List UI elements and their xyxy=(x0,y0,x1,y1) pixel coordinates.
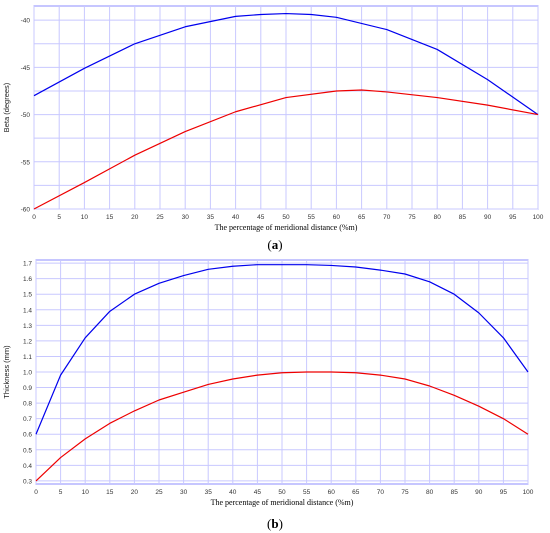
y-tick-label: -60 xyxy=(21,207,31,214)
x-tick-label: 35 xyxy=(207,214,215,221)
x-tick-label: 85 xyxy=(459,214,467,221)
x-tick-label: 15 xyxy=(106,214,114,221)
x-tick-label: 20 xyxy=(131,489,139,496)
x-tick-label: 75 xyxy=(408,214,416,221)
x-tick-label: 50 xyxy=(282,214,290,221)
x-tick-label: 35 xyxy=(205,489,213,496)
x-tick-label: 65 xyxy=(358,214,366,221)
x-tick-label: 40 xyxy=(232,214,240,221)
x-tick-label: 70 xyxy=(377,489,385,496)
y-tick-label: 0.7 xyxy=(23,416,32,423)
y-tick-label: 1.4 xyxy=(23,307,32,314)
x-tick-label: 100 xyxy=(523,489,534,496)
x-tick-label: 80 xyxy=(434,214,442,221)
x-tick-label: 55 xyxy=(308,214,316,221)
x-tick-label: 90 xyxy=(484,214,492,221)
y-tick-label: 0.3 xyxy=(23,478,32,485)
y-tick-label: 1.2 xyxy=(23,338,32,345)
y-tick-label: 1.7 xyxy=(23,261,32,268)
y-tick-label: 1.6 xyxy=(23,276,32,283)
x-tick-label: 50 xyxy=(278,489,286,496)
y-tick-label: 1.0 xyxy=(23,370,32,377)
figure-caption-a: (a) xyxy=(267,237,283,252)
thickness-chart: 0 5 10 15 20 25 30 35 40 45 50 55 60 65 70 75 80 85 90 95 10… xyxy=(2,259,534,507)
x-tick-label: 10 xyxy=(82,489,90,496)
x-tick-label: 65 xyxy=(352,489,360,496)
y-tick-label: -55 xyxy=(21,159,31,166)
x-tick-label: 75 xyxy=(401,489,409,496)
x-axis-label: The percentage of meridional distance (%… xyxy=(215,223,358,232)
x-tick-label: 25 xyxy=(155,489,163,496)
x-axis-label: The percentage of meridional distance (%… xyxy=(211,498,354,507)
y-tick-label: 0.4 xyxy=(23,463,32,470)
y-tick-label: -45 xyxy=(21,65,31,72)
y-tick-label: 1.5 xyxy=(23,292,32,299)
y-axis-label: Beta (degrees) xyxy=(2,82,11,132)
x-tick-label: 30 xyxy=(182,214,190,221)
x-tick-label: 90 xyxy=(475,489,483,496)
y-tick-label: -50 xyxy=(21,112,31,119)
y-tick-label: 1.3 xyxy=(23,323,32,330)
x-tick-label: 70 xyxy=(383,214,391,221)
x-tick-label: 20 xyxy=(131,214,139,221)
x-tick-label: 60 xyxy=(333,214,341,221)
series-line xyxy=(35,264,529,435)
y-axis-label: Thickness (mm) xyxy=(2,345,11,399)
x-tick-label: 10 xyxy=(81,214,89,221)
beta-chart: 0 5 10 15 20 25 30 35 40 45 50 55 60 65 70 75 80 85 90 95 10… xyxy=(2,5,544,232)
x-tick-label: 15 xyxy=(106,489,114,496)
x-tick-label: 25 xyxy=(156,214,164,221)
y-tick-label: 1.1 xyxy=(23,354,32,361)
x-tick-label: 80 xyxy=(426,489,434,496)
series-line xyxy=(35,371,529,482)
y-tick-label: 0.6 xyxy=(23,432,32,439)
y-tick-label: -40 xyxy=(21,18,31,25)
x-tick-label: 0 xyxy=(34,489,38,496)
x-tick-label: 0 xyxy=(32,214,36,221)
x-tick-label: 5 xyxy=(59,489,63,496)
y-tick-label: 0.8 xyxy=(23,401,32,408)
x-tick-label: 30 xyxy=(180,489,188,496)
x-tick-label: 5 xyxy=(57,214,61,221)
x-tick-label: 45 xyxy=(254,489,262,496)
x-tick-label: 100 xyxy=(533,214,544,221)
y-tick-label: 0.5 xyxy=(23,447,32,454)
x-tick-label: 60 xyxy=(328,489,336,496)
x-tick-label: 55 xyxy=(303,489,311,496)
x-tick-label: 40 xyxy=(229,489,237,496)
y-tick-label: 0.9 xyxy=(23,385,32,392)
x-tick-label: 95 xyxy=(500,489,508,496)
series-line xyxy=(33,12,539,116)
x-tick-label: 95 xyxy=(509,214,517,221)
x-tick-label: 85 xyxy=(451,489,459,496)
figure-caption-b: (b) xyxy=(267,516,283,531)
x-tick-label: 45 xyxy=(257,214,265,221)
series-line xyxy=(33,89,539,210)
